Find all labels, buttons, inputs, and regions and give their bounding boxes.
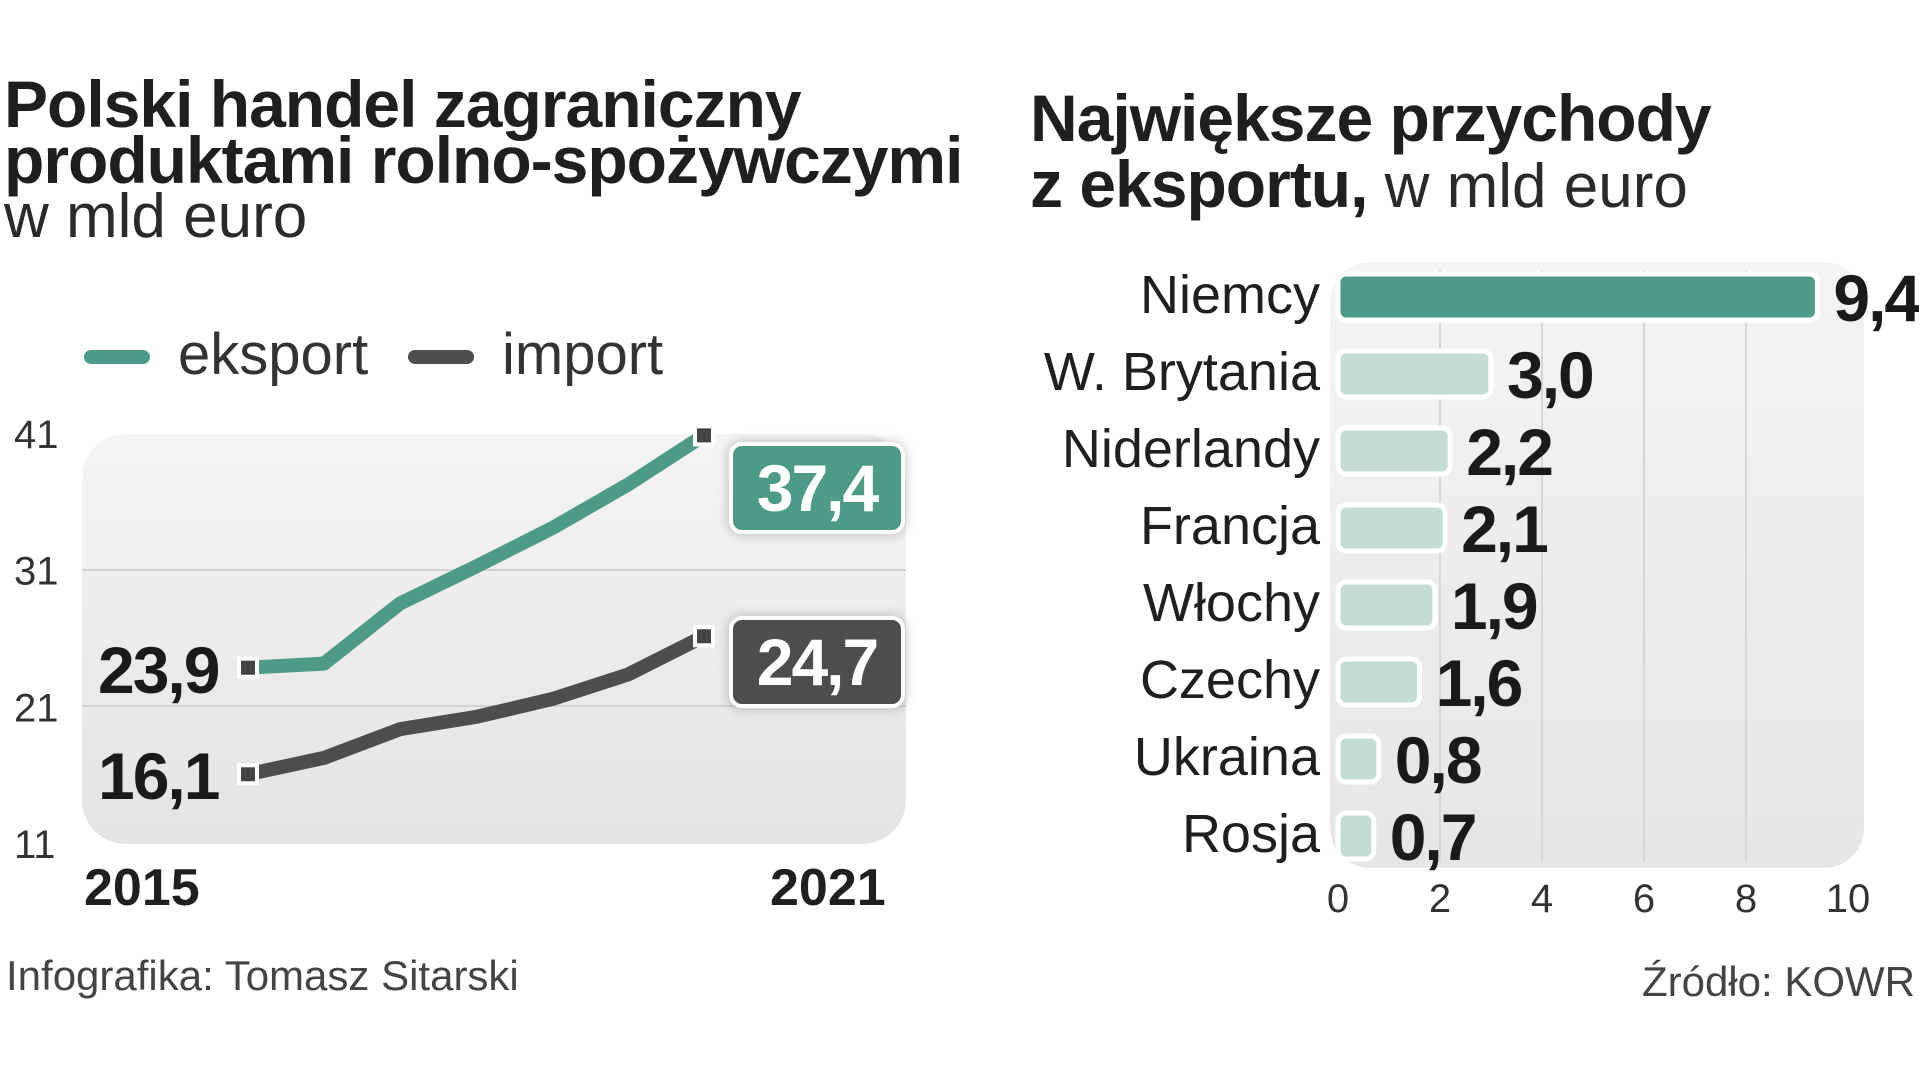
marker-eksport-end: [693, 424, 715, 447]
bar-value-label: 1,6: [1435, 646, 1524, 720]
eksport-start-value: 23,9: [98, 633, 220, 707]
x-tick-4: 4: [1531, 877, 1553, 921]
country-label: Czechy: [1139, 650, 1320, 710]
bar-niderlandy: [1335, 425, 1453, 477]
bar-niemcy: [1335, 271, 1820, 323]
bar-value-label: 3,0: [1507, 338, 1595, 412]
y-tick-41: 41: [14, 413, 59, 457]
bar-value-label: 0,7: [1389, 800, 1478, 874]
y-tick-21: 21: [14, 686, 59, 730]
country-label: Francja: [1139, 496, 1320, 556]
legend-label-import: import: [502, 322, 664, 387]
bar-chart-title-line2: z eksportu, w mld euro: [1030, 150, 1688, 220]
bar-chart-title-bold: z eksportu,: [1030, 147, 1368, 221]
x-tick-0: 0: [1327, 877, 1349, 921]
bar-value-label: 0,8: [1394, 723, 1483, 797]
legend-label-eksport: eksport: [178, 322, 369, 387]
bar-w-brytania: [1335, 348, 1494, 400]
legend-swatch-eksport: [84, 350, 150, 364]
bar-francja: [1335, 502, 1448, 554]
credit: Infografika: Tomasz Sitarski: [6, 952, 519, 999]
bar-chart: 0 2 4 6 8 10: [1327, 262, 1871, 921]
line-chart-title-line1: Polski handel zagraniczny: [4, 67, 802, 141]
country-label: Niemcy: [1139, 265, 1320, 325]
marker-import-end: [693, 625, 715, 648]
marker-eksport-start: [237, 656, 259, 679]
bar-w-ochy: [1335, 579, 1438, 631]
country-label: Ukraina: [1133, 727, 1320, 787]
bar-rosja: [1335, 810, 1377, 862]
marker-import-start: [237, 763, 259, 786]
bar-chart-title-light: w mld euro: [1367, 152, 1688, 221]
country-label: Niderlandy: [1061, 419, 1320, 479]
x-label-start: 2015: [84, 859, 200, 917]
series-line-eksport: [241, 428, 711, 675]
import-end-callout: 24,7: [733, 620, 901, 704]
bar-value-label: 9,4: [1833, 261, 1919, 335]
country-label: W. Brytania: [1043, 342, 1320, 402]
plot-panel: [82, 434, 906, 844]
series-line-import: [241, 629, 711, 782]
bar-value-label: 2,2: [1466, 415, 1554, 489]
bar-chart-title-line1: Największe przychody: [1030, 81, 1712, 155]
bar-value-label: 2,1: [1461, 492, 1549, 566]
x-tick-2: 2: [1429, 877, 1451, 921]
line-chart-subtitle: w mld euro: [4, 182, 308, 251]
x-tick-8: 8: [1735, 877, 1757, 921]
bar-ukraina: [1335, 733, 1382, 785]
x-tick-6: 6: [1633, 877, 1655, 921]
legend-swatch-import: [408, 350, 474, 364]
y-tick-11: 11: [14, 823, 56, 867]
source: Źródło: KOWR: [1641, 958, 1915, 1005]
bar-plot-panel: [1330, 262, 1864, 868]
bar-value-label: 1,9: [1450, 569, 1539, 643]
bar-czechy: [1335, 656, 1423, 708]
line-chart: 41 31 21 11: [14, 413, 906, 867]
line-chart-title-line2: produktami rolno-spożywczymi: [4, 123, 963, 197]
y-tick-31: 31: [14, 550, 59, 594]
country-label: Rosja: [1181, 804, 1320, 864]
x-tick-10: 10: [1826, 877, 1871, 921]
x-label-end: 2021: [770, 859, 886, 917]
import-start-value: 16,1: [98, 739, 220, 813]
country-label: Włochy: [1142, 573, 1320, 633]
eksport-end-callout: 37,4: [733, 446, 901, 530]
